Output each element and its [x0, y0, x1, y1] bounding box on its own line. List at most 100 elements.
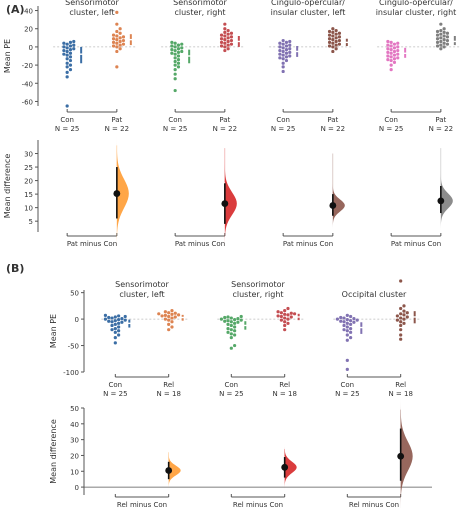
sample-size-label: N = 25 — [379, 125, 403, 133]
sample-size-label: N = 25 — [271, 125, 295, 133]
y-axis-label: Mean difference — [49, 419, 58, 484]
data-point — [395, 314, 399, 318]
data-point — [219, 44, 224, 48]
data-point — [160, 314, 164, 318]
y-tick-label: 20 — [70, 452, 79, 460]
data-point — [439, 28, 443, 33]
data-point — [279, 314, 283, 319]
data-point — [176, 54, 181, 58]
data-point — [115, 65, 119, 69]
data-point — [121, 42, 126, 46]
data-point — [284, 48, 289, 52]
sample-size-label: N = 25 — [103, 390, 127, 398]
data-point — [226, 43, 230, 47]
data-point — [442, 41, 446, 45]
data-point — [229, 320, 233, 324]
data-point — [65, 104, 69, 108]
data-point — [226, 28, 230, 33]
data-point — [117, 329, 121, 333]
data-point — [226, 36, 230, 40]
data-point — [327, 40, 332, 44]
data-point — [396, 45, 400, 49]
y-tick-label: -20 — [22, 62, 33, 70]
data-point — [65, 42, 69, 46]
x-tick-label: Pat — [111, 116, 122, 124]
data-point — [229, 328, 233, 332]
data-point — [276, 314, 280, 318]
data-point — [339, 319, 343, 323]
data-point — [176, 58, 181, 62]
data-point — [334, 36, 338, 40]
data-point — [288, 47, 292, 51]
data-point — [68, 44, 73, 48]
data-point — [342, 316, 346, 320]
data-point — [68, 63, 73, 67]
x-tick-label: Rel minus Con — [233, 501, 283, 508]
data-point — [173, 68, 177, 72]
data-point — [123, 314, 127, 319]
sample-size-label: N = 22 — [105, 125, 129, 133]
data-point — [117, 314, 121, 318]
data-point — [288, 54, 292, 58]
data-point — [386, 50, 390, 54]
data-point — [288, 43, 292, 47]
data-point — [442, 45, 446, 49]
data-point — [337, 31, 342, 35]
data-point — [399, 333, 403, 337]
sample-size-label: N = 18 — [388, 390, 412, 398]
data-point — [283, 309, 287, 313]
sample-size-label: N = 25 — [163, 125, 187, 133]
data-point — [284, 40, 289, 44]
data-point — [439, 47, 443, 51]
mean-difference-point — [113, 190, 121, 197]
data-point — [402, 317, 406, 321]
x-tick-label: Con — [60, 116, 74, 124]
data-point — [176, 65, 181, 69]
data-point — [226, 330, 230, 334]
data-point — [402, 309, 406, 313]
data-point — [176, 50, 181, 54]
data-point — [167, 328, 171, 332]
data-point — [173, 311, 177, 315]
data-point — [286, 317, 290, 321]
y-tick-label: 10 — [70, 468, 79, 476]
y-tick-label: -100 — [63, 369, 79, 377]
data-point — [115, 10, 119, 14]
data-point — [345, 325, 349, 329]
data-point — [120, 320, 124, 324]
data-point — [349, 327, 353, 331]
sample-size-label: N = 22 — [429, 125, 453, 133]
data-point — [229, 35, 234, 39]
group-title: Sensorimotor — [231, 280, 285, 289]
data-point — [170, 320, 174, 324]
data-point — [236, 320, 240, 324]
bootstrap-distribution — [332, 181, 345, 230]
data-point — [278, 56, 282, 60]
data-point — [110, 323, 114, 328]
data-point — [389, 55, 393, 59]
data-point — [331, 30, 335, 34]
data-point — [170, 44, 174, 48]
data-point — [439, 39, 443, 44]
data-point — [62, 41, 66, 45]
y-tick-label: 5 — [29, 218, 33, 226]
data-point — [284, 44, 289, 48]
data-point — [396, 48, 400, 53]
sample-size-label: N = 22 — [321, 125, 345, 133]
data-point — [223, 22, 227, 26]
data-point — [62, 45, 66, 49]
data-point — [327, 37, 332, 41]
data-point — [226, 47, 230, 51]
data-point — [117, 333, 121, 337]
data-point — [283, 316, 287, 320]
y-axis-label: Mean difference — [3, 154, 12, 219]
group-title: Sensorimotor — [173, 0, 227, 7]
group-title: Cingulo-opercular/ — [379, 0, 453, 7]
data-point — [399, 306, 403, 311]
data-point — [439, 43, 443, 47]
data-point — [68, 51, 73, 55]
data-point — [279, 311, 283, 315]
bootstrap-distribution — [168, 451, 181, 490]
data-point — [402, 321, 406, 325]
